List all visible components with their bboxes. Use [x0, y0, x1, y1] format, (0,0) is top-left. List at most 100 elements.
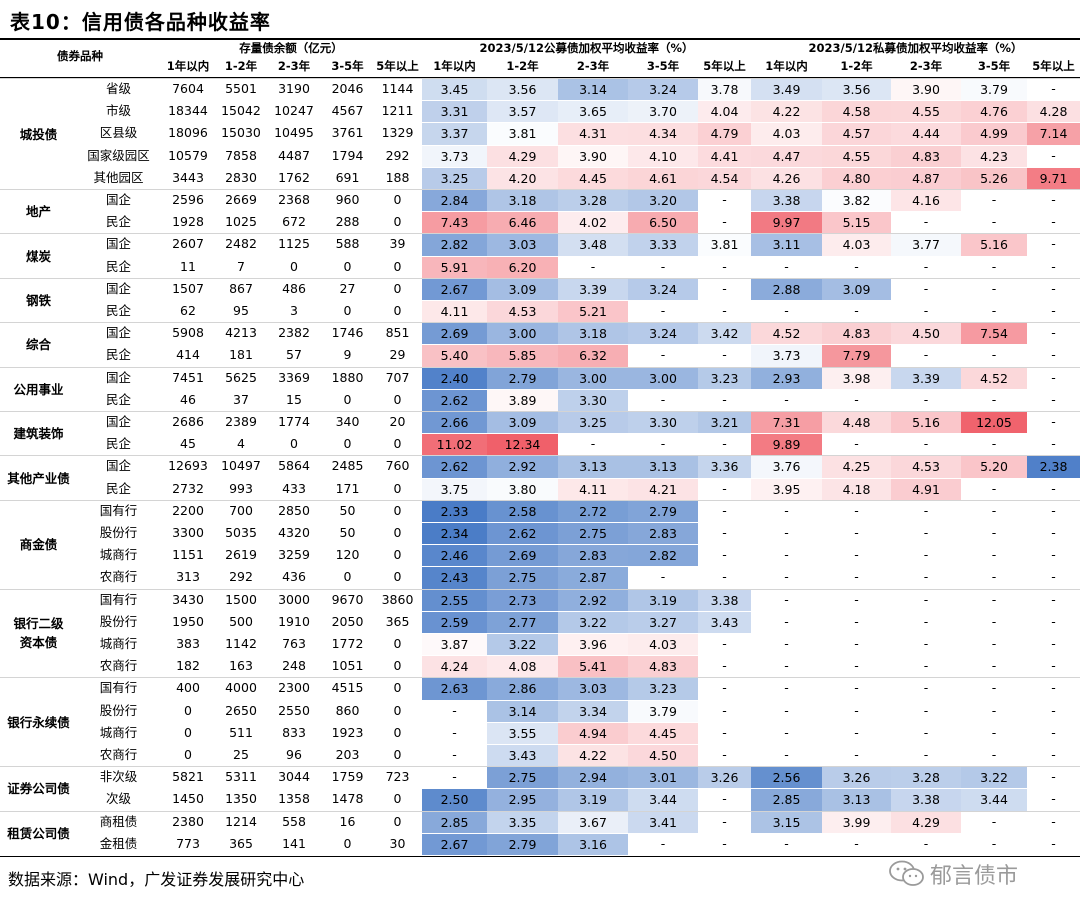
stock-value: 181	[229, 347, 253, 363]
private-yield: -	[1051, 813, 1056, 829]
stock-value: 365	[229, 835, 253, 851]
public-yield: 2.75	[558, 522, 628, 545]
private-yield: -	[991, 258, 997, 274]
stock-value: 15042	[221, 103, 261, 119]
stock-value: 700	[229, 502, 253, 518]
private-yield: 4.26	[751, 166, 822, 189]
group-label: 钢铁	[0, 277, 77, 323]
public-yield: 4.61	[628, 166, 698, 189]
yield-table: 债券品种 存量债余额（亿元） 2023/5/12公募债加权平均收益率（%） 2023/…	[0, 40, 1080, 856]
public-yield: -	[452, 769, 457, 785]
private-yield: -	[1051, 769, 1056, 785]
private-yield: 4.25	[822, 455, 891, 478]
source-note: 数据来源：Wind，广发证券发展研究中心	[8, 870, 305, 889]
row-subcategory: 商租债	[99, 813, 138, 829]
stock-value: 2300	[278, 680, 310, 696]
public-yield: 3.89	[487, 388, 558, 411]
public-yield: 3.57	[487, 100, 558, 123]
private-yield: -	[923, 258, 929, 274]
private-yield: -	[1051, 658, 1056, 674]
stock-value: 1928	[172, 214, 204, 230]
private-yield: -	[991, 391, 997, 407]
stock-value: 37	[233, 391, 249, 407]
private-yield: 3.13	[822, 788, 891, 811]
header-bucket: 1年以内	[166, 59, 210, 73]
public-yield: -	[722, 436, 727, 452]
stock-value: 2200	[172, 502, 204, 518]
private-yield: -	[991, 436, 997, 452]
stock-value: 188	[385, 169, 410, 185]
stock-value: 171	[335, 480, 360, 496]
public-yield: 3.24	[628, 277, 698, 300]
stock-value: 57	[286, 347, 302, 363]
public-yield: -	[722, 702, 727, 718]
stock-value: 39	[389, 236, 406, 252]
private-yield: 3.44	[961, 788, 1027, 811]
public-yield: 6.20	[487, 255, 558, 278]
private-yield: 3.79	[961, 78, 1027, 101]
public-yield: 3.23	[628, 677, 698, 700]
stock-value: 1329	[381, 125, 414, 141]
header-bucket: 5年以上	[376, 59, 419, 73]
private-yield: -	[854, 658, 859, 674]
private-yield: -	[923, 547, 929, 563]
stock-value: 1350	[225, 791, 257, 807]
public-yield: 3.03	[558, 677, 628, 700]
private-yield: -	[991, 613, 997, 629]
public-yield: 2.79	[487, 832, 558, 855]
private-yield: 2.88	[751, 277, 822, 300]
stock-value: 4320	[278, 525, 310, 540]
group-separator	[0, 189, 1080, 190]
private-yield: 4.18	[822, 477, 891, 500]
stock-value: 0	[343, 835, 352, 851]
row-subcategory: 民企	[105, 303, 131, 318]
private-yield: 3.56	[822, 78, 891, 101]
stock-value: 4000	[225, 680, 257, 696]
private-yield: -	[923, 636, 929, 651]
private-yield: -	[784, 303, 789, 318]
stock-value: 3369	[278, 369, 310, 385]
stock-value: 993	[229, 480, 253, 496]
public-yield: 3.22	[558, 610, 628, 633]
row-subcategory: 省级	[105, 81, 131, 96]
group-separator	[0, 677, 1080, 679]
public-yield: -	[722, 280, 727, 296]
stock-value: 7858	[225, 147, 257, 163]
public-yield: 4.41	[698, 144, 751, 167]
public-yield: 3.19	[558, 788, 628, 811]
public-yield: 2.58	[487, 499, 558, 522]
stock-value: 860	[335, 702, 360, 718]
public-yield: 3.20	[628, 189, 698, 212]
private-yield: -	[991, 547, 997, 563]
row-subcategory: 国企	[105, 458, 131, 474]
private-yield: -	[991, 480, 997, 496]
public-yield: 2.72	[558, 499, 628, 522]
private-yield: -	[923, 303, 929, 318]
public-yield: 3.44	[628, 788, 698, 811]
wechat-icon	[889, 860, 924, 886]
stock-value: 383	[176, 636, 200, 651]
group-label: 商金债	[0, 499, 77, 589]
public-yield: 4.34	[628, 122, 698, 145]
stock-value: 833	[282, 724, 306, 740]
private-yield: -	[923, 347, 929, 363]
public-yield: 3.81	[487, 122, 558, 145]
stock-value: 2550	[278, 702, 310, 718]
private-yield: 4.48	[822, 411, 891, 434]
stock-value: 9670	[331, 591, 364, 607]
header-bucket: 1-2年	[840, 59, 873, 73]
stock-value: 0	[184, 747, 192, 762]
private-yield: -	[991, 502, 997, 518]
stock-value: 0	[393, 192, 402, 207]
public-yield: 3.22	[487, 633, 558, 656]
public-yield: 2.69	[422, 322, 487, 345]
public-yield: 4.10	[628, 144, 698, 167]
header-bucket: 3-5年	[977, 59, 1011, 73]
stock-value: 292	[385, 147, 410, 163]
group-separator	[0, 366, 1080, 368]
header-bucket: 5年以上	[1032, 59, 1075, 73]
stock-value: 248	[282, 658, 306, 674]
public-yield: 11.02	[422, 433, 487, 456]
public-yield: 4.20	[487, 166, 558, 189]
group-separator	[0, 766, 1080, 768]
